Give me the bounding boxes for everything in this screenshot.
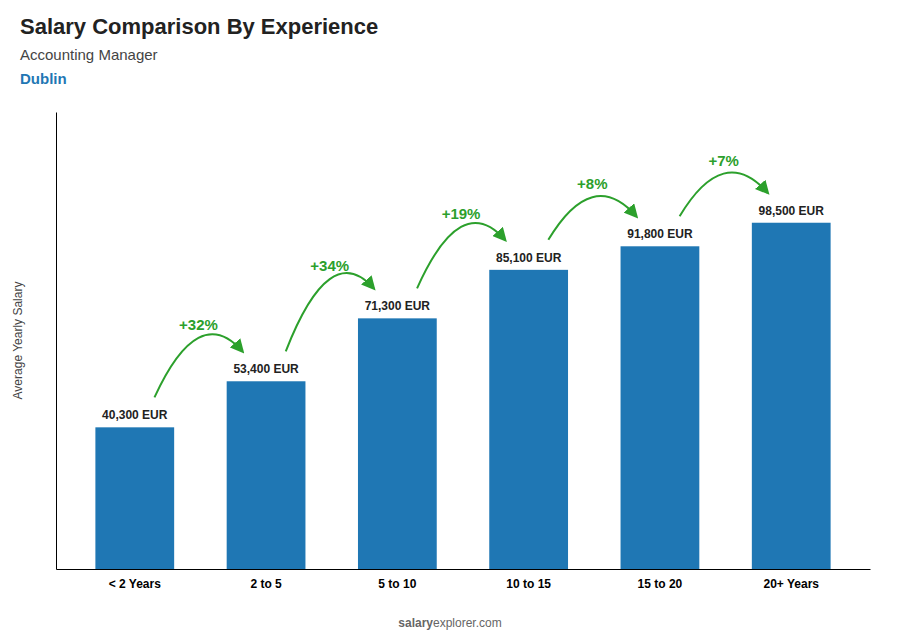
x-axis: < 2 Years 2 to 5 5 to 10 10 to 15 15 to 20 20… [57, 569, 871, 591]
annotation-arrow [680, 173, 768, 217]
x-tick-label: 10 to 15 [506, 577, 551, 591]
value-label: 91,800 EUR [627, 227, 693, 241]
x-tick: 5 to 10 [378, 569, 416, 591]
x-tick-label: 20+ Years [763, 577, 819, 591]
x-tick: < 2 Years [109, 569, 161, 591]
x-tick-label: 15 to 20 [638, 577, 683, 591]
annotation: +7% [708, 152, 738, 169]
x-tick: 2 to 5 [250, 569, 282, 591]
value-label: 98,500 EUR [759, 204, 825, 218]
bar [621, 246, 700, 569]
watermark-part: explorer.com [433, 616, 502, 630]
bar [752, 223, 831, 569]
annotation: +19% [442, 205, 481, 222]
annotation-arrow [417, 223, 505, 288]
value-label: 71,300 EUR [365, 299, 431, 313]
annotation: +34% [310, 257, 349, 274]
annotation-arrow [154, 334, 242, 397]
x-tick-label: 2 to 5 [250, 577, 282, 591]
x-tick: 20+ Years [763, 569, 819, 591]
x-tick: 10 to 15 [506, 569, 551, 591]
bar [358, 318, 437, 569]
labels: 40,300 EUR 53,400 EUR 71,300 EUR 85,100 EUR… [102, 152, 824, 423]
annotation-arrow [286, 273, 374, 351]
x-tick-label: < 2 Years [109, 577, 161, 591]
annotation: +32% [179, 316, 218, 333]
bar [227, 381, 306, 569]
chart-container: Salary Comparison By Experience Accountin… [0, 0, 900, 641]
city: Dublin [20, 70, 67, 87]
value-label: 85,100 EUR [496, 251, 562, 265]
y-axis [56, 113, 57, 570]
bar [489, 270, 568, 569]
value-label: 53,400 EUR [233, 362, 299, 376]
subtitle: Accounting Manager [20, 46, 158, 63]
watermark-part: salary [398, 616, 433, 630]
chart-svg: Salary Comparison By Experience Accountin… [0, 0, 900, 641]
x-tick-label: 5 to 10 [378, 577, 416, 591]
x-axis-line [57, 569, 871, 570]
y-axis-line [56, 113, 57, 570]
annotation-arrow [548, 196, 636, 240]
annotation: +8% [577, 175, 607, 192]
plot-area: < 2 Years 2 to 5 5 to 10 10 to 15 15 to 20 20… [57, 113, 871, 591]
y-axis-label: Average Yearly Salary [11, 282, 25, 400]
value-label: 40,300 EUR [102, 408, 168, 422]
watermark: salaryexplorer.com [398, 616, 501, 630]
x-tick: 15 to 20 [638, 569, 683, 591]
bars [95, 223, 830, 569]
bar [95, 427, 174, 569]
title: Salary Comparison By Experience [20, 14, 378, 39]
